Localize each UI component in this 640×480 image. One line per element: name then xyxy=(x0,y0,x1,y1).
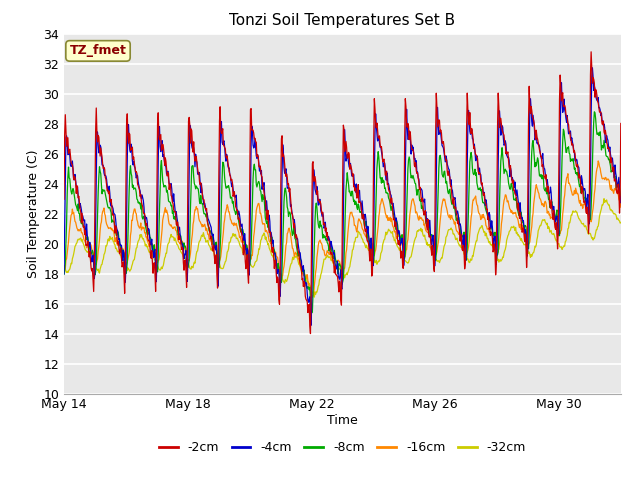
Title: Tonzi Soil Temperatures Set B: Tonzi Soil Temperatures Set B xyxy=(229,13,456,28)
Legend: -2cm, -4cm, -8cm, -16cm, -32cm: -2cm, -4cm, -8cm, -16cm, -32cm xyxy=(154,436,531,459)
Y-axis label: Soil Temperature (C): Soil Temperature (C) xyxy=(28,149,40,278)
Text: TZ_fmet: TZ_fmet xyxy=(70,44,127,58)
X-axis label: Time: Time xyxy=(327,414,358,427)
